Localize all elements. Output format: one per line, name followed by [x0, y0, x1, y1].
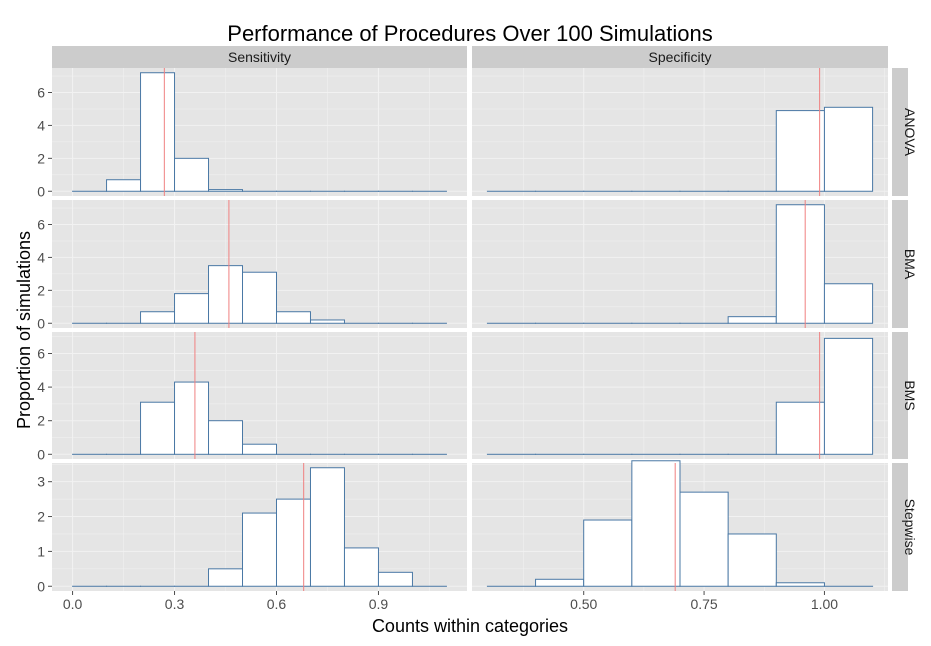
histogram-bar: [775, 204, 825, 324]
y-tick-label: 2: [37, 413, 45, 429]
strip-label-specificity: Specificity: [648, 49, 711, 65]
x-tick-label: 0.75: [690, 596, 717, 612]
panel-anova-sensitivity: [52, 68, 467, 196]
x-tick-label: 0.6: [267, 596, 287, 612]
histogram-bar: [242, 443, 277, 455]
histogram-bar: [583, 519, 633, 587]
panel-stepwise-specificity: [472, 460, 888, 591]
strip-bg-bma: [892, 200, 908, 328]
panel-bms-sensitivity: [52, 332, 467, 459]
chart-title: Performance of Procedures Over 100 Simul…: [227, 21, 712, 46]
histogram-bar: [106, 179, 142, 192]
panel-background: [52, 68, 467, 196]
x-tick-label: 0.0: [63, 596, 83, 612]
histogram-bar: [823, 106, 874, 192]
histogram-bar: [775, 582, 825, 587]
histogram-bar: [208, 420, 244, 455]
histogram-bar: [309, 467, 345, 587]
histogram-bar: [208, 189, 244, 192]
facet-panels: Sensitivity Specificity ANOVA BMA BMS Stepwis…: [37, 46, 918, 612]
panel-bma-sensitivity: [52, 200, 467, 328]
histogram-bar: [727, 533, 777, 587]
histogram-bar: [727, 316, 777, 324]
x-tick-label: 0.9: [369, 596, 389, 612]
y-tick-label: 0: [37, 183, 45, 199]
histogram-bar: [174, 157, 210, 192]
histogram-bar: [242, 512, 277, 587]
y-tick-label: 6: [37, 84, 45, 100]
panel-background: [52, 332, 467, 459]
y-tick-label: 4: [37, 379, 45, 395]
histogram-bar: [309, 319, 345, 324]
y-tick-label: 0: [37, 315, 45, 331]
y-tick-label: 0: [37, 446, 45, 462]
histogram-bar: [631, 460, 681, 587]
histogram-bar: [775, 401, 825, 455]
panel-stepwise-sensitivity: [52, 463, 467, 591]
strip-label-stepwise: Stepwise: [902, 499, 918, 556]
histogram-bar: [535, 578, 585, 587]
histogram-bar: [140, 72, 176, 192]
histogram-bar: [140, 311, 176, 324]
x-tick-label: 1.00: [811, 596, 838, 612]
histogram-bar: [343, 547, 379, 587]
y-tick-label: 4: [37, 249, 45, 265]
y-tick-label: 2: [37, 509, 45, 525]
histogram-bar: [679, 491, 729, 587]
histogram-bar: [275, 498, 311, 587]
y-tick-label: 4: [37, 117, 45, 133]
histogram-bar: [208, 265, 244, 324]
x-tick-label: 0.50: [570, 596, 597, 612]
strip-bg-sensitivity: [52, 46, 467, 68]
y-tick-label: 2: [37, 282, 45, 298]
histogram-bar: [823, 283, 874, 324]
strip-bg-anova: [892, 68, 908, 196]
histogram-bar: [208, 568, 244, 587]
y-tick-label: 3: [37, 474, 45, 490]
y-tick-label: 6: [37, 216, 45, 232]
histogram-bar: [174, 293, 210, 324]
y-tick-label: 2: [37, 150, 45, 166]
x-axis-title: Counts within categories: [372, 616, 568, 636]
strip-label-bms: BMS: [902, 380, 918, 410]
y-tick-label: 1: [37, 543, 45, 559]
y-axis-title: Proportion of simulations: [14, 231, 34, 429]
histogram-bar: [242, 271, 277, 324]
panel-bms-specificity: [472, 332, 888, 459]
histogram-bar: [377, 571, 413, 587]
panel-anova-specificity: [472, 68, 888, 196]
y-tick-label: 0: [37, 578, 45, 594]
strip-bg-bms: [892, 332, 908, 459]
panel-bma-specificity: [472, 200, 888, 328]
strip-label-anova: ANOVA: [902, 108, 918, 157]
histogram-bar: [775, 110, 825, 192]
x-tick-label: 0.3: [165, 596, 185, 612]
histogram-bar: [823, 337, 874, 455]
strip-label-sensitivity: Sensitivity: [228, 49, 291, 65]
histogram-bar: [275, 311, 311, 324]
histogram-bar: [140, 401, 176, 455]
histogram-bar: [174, 381, 210, 455]
y-tick-label: 6: [37, 346, 45, 362]
strip-bg-stepwise: [892, 463, 908, 591]
strip-label-bma: BMA: [902, 249, 918, 280]
strip-bg-specificity: [472, 46, 888, 68]
